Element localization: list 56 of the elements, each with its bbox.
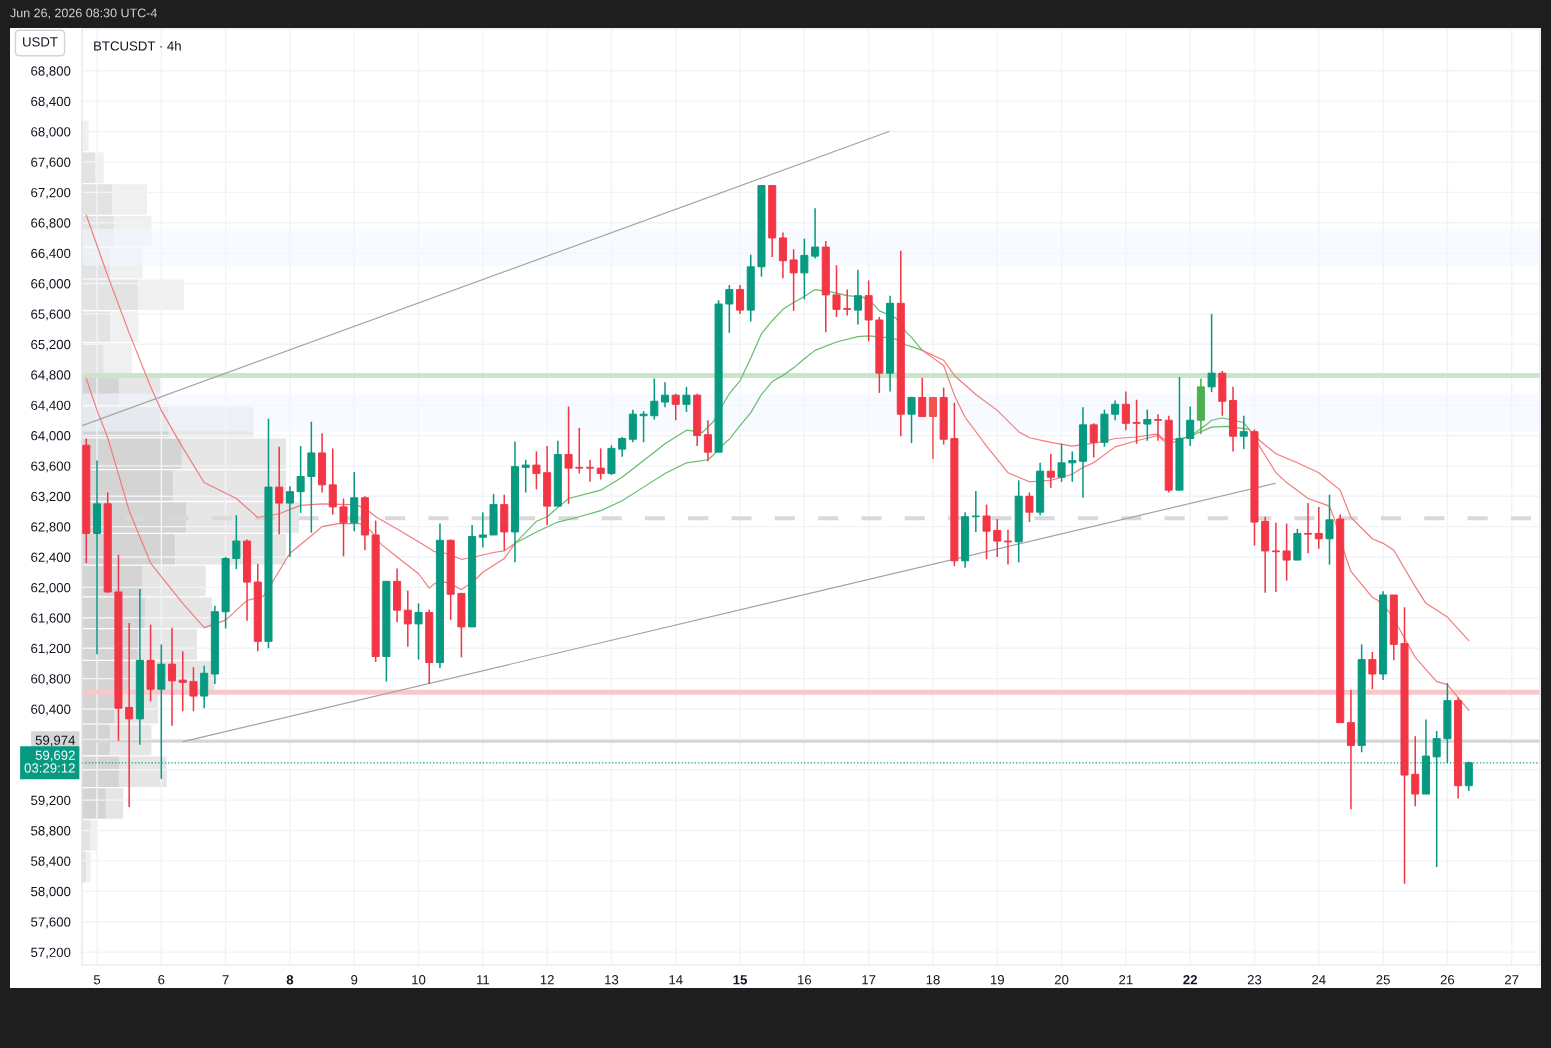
y-tick-label: 58,400 [31,856,71,868]
y-tick-label: 63,200 [31,491,71,503]
y-tick-label: 61,200 [31,643,71,655]
x-tick-label: 16 [798,975,812,985]
ref-line-label: 59,974 [35,735,76,747]
y-tick-label: 68,000 [31,127,71,139]
x-tick-label: 6 [158,975,165,985]
y-tick-label: 68,800 [31,66,71,78]
ref-line-label: 59,692 03:29:12 [24,750,75,773]
y-tick-label: 66,400 [31,248,71,260]
x-tick-label: 27 [1505,975,1519,985]
y-tick-label: 67,600 [31,157,71,169]
y-tick-label: 62,800 [31,522,71,534]
y-tick-label: 58,000 [31,886,71,898]
x-tick-label: 20 [1054,975,1069,985]
y-tick-label: 62,000 [31,582,71,594]
text: BTCUSDT · 4h [94,40,181,51]
x-tick-label: 5 [93,975,101,985]
x-tick-label: 9 [351,975,358,985]
x-tick-label: 25 [1376,975,1390,985]
x-tick-label: 24 [1312,975,1326,985]
x-tick-label: 14 [669,975,683,985]
x-tick-label: 22 [1183,975,1197,985]
y-tick-label: 57,200 [31,947,71,959]
x-tick-label: 17 [862,975,876,985]
x-tick-label: 26 [1440,975,1455,985]
x-tick-label: 15 [733,975,748,985]
y-tick-label: 64,000 [31,431,71,442]
y-tick-label: 63,600 [31,461,71,473]
x-tick-label: 13 [605,975,619,985]
y-tick-label: 58,800 [31,826,71,837]
x-tick-label: 7 [222,975,229,985]
y-tick-label: 67,200 [31,187,71,199]
y-tick-label: 65,200 [31,339,71,351]
x-tick-label: 23 [1247,975,1262,985]
x-tick-label: 19 [990,975,1004,985]
y-tick-label: 60,800 [31,674,71,686]
y-tick-label: 61,600 [31,613,71,625]
y-tick-label: 59,200 [31,795,71,807]
x-tick-label: 21 [1119,975,1133,985]
y-tick-label: 64,800 [31,370,71,382]
y-tick-label: 57,600 [31,917,71,929]
y-tick-label: 68,400 [31,96,71,108]
x-tick-label: 10 [412,975,426,985]
x-tick-label: 11 [476,975,490,985]
x-tick-label: 8 [286,975,294,985]
y-tick-label: 60,400 [31,704,71,716]
y-tick-label: 64,400 [31,400,71,412]
y-tick-label: 65,600 [31,309,71,321]
text: Jun 26, 2026 08:30 UTC-4 [10,8,157,19]
x-tick-label: 18 [926,975,940,985]
y-tick-label: 62,400 [31,552,71,564]
y-tick-label: 66,000 [31,279,71,290]
y-axis-title: USDT [23,37,58,47]
x-tick-label: 12 [540,975,554,985]
y-tick-label: 66,800 [31,218,71,230]
